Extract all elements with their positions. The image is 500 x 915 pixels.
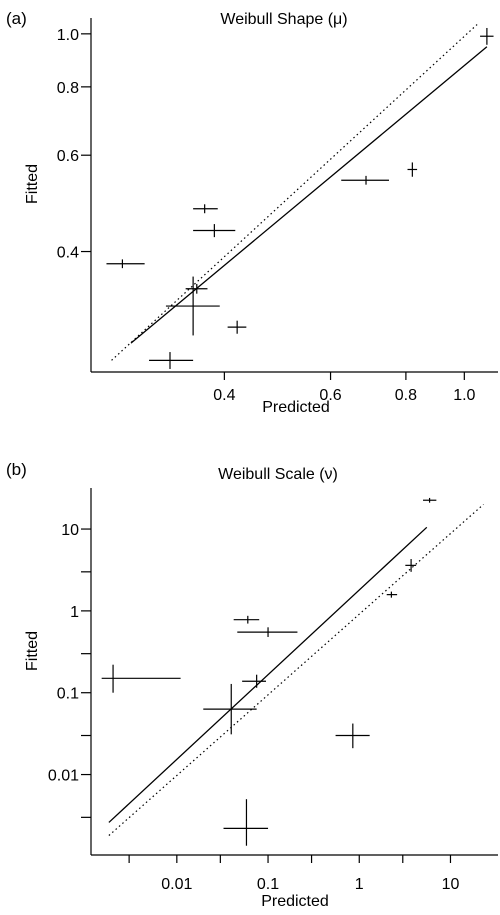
data-point [193,224,236,238]
y-tick-label: 0.4 [57,245,79,262]
chart-title: Weibull Shape (μ) [220,11,347,28]
panel-b-weibull-scale: (b) Weibull Scale (ν) Fitted Predicted 0… [6,460,498,910]
data-point [165,276,220,336]
data-point [480,27,494,45]
data-point [407,162,418,177]
data-point [185,283,208,294]
panel-label: (b) [6,460,27,479]
data-point [106,259,145,269]
fitted-line [108,526,428,823]
data-point [237,627,298,637]
x-tick-label: 10 [442,876,460,893]
y-tick-label: 0.01 [48,768,79,785]
x-tick-label: 1 [355,876,364,893]
data-point [101,664,181,693]
x-tick-label: 0.8 [395,387,417,404]
x-tick-label: 1.0 [453,387,475,404]
x-tick-label: 0.1 [257,876,279,893]
data-point [193,204,218,214]
data-point [335,723,370,749]
data-point [149,352,194,369]
panel-b-marks: 0.01 0.1 1 10 0.01 0.1 1 10 [48,497,484,893]
data-point [227,320,247,334]
y-axis-label: Fitted [24,631,41,671]
data-point [386,591,398,598]
y-tick-label: 0.1 [57,686,79,703]
data-point [233,615,260,624]
x-tick-label: 0.6 [319,387,341,404]
x-tick-label: 0.4 [213,387,235,404]
y-tick-label: 1.0 [57,27,79,44]
reference-line [111,24,478,361]
chart-title: Weibull Scale (ν) [218,466,338,483]
panel-a-marks: 0.4 0.6 0.8 1.0 0.4 0.6 0.8 1.0 [57,24,494,404]
x-axis-label: Predicted [262,399,330,416]
panel-a-weibull-shape: (a) Weibull Shape (μ) Fitted Predicted 0… [6,9,498,416]
reference-line [108,503,484,836]
data-point [423,497,437,503]
data-point [223,799,269,846]
y-tick-label: 10 [61,522,79,539]
panel-label: (a) [6,9,27,28]
fitted-line [130,46,488,344]
data-point [341,175,389,185]
x-axis-label: Predicted [261,893,329,910]
data-point [405,559,417,572]
y-axis-label: Fitted [24,164,41,204]
y-tick-label: 0.8 [57,80,79,97]
y-tick-label: 1 [70,604,79,621]
data-point [203,683,257,735]
y-tick-label: 0.6 [57,148,79,165]
data-point [242,674,267,688]
x-tick-label: 0.01 [161,876,192,893]
